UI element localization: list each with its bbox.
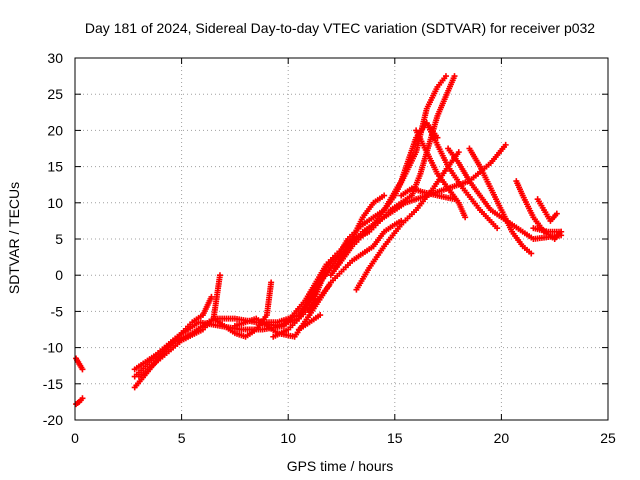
data-point — [398, 217, 405, 224]
y-tick-label: -5 — [51, 303, 64, 319]
data-point — [455, 149, 462, 156]
data-markers — [73, 73, 565, 408]
series-trace-s — [423, 120, 501, 232]
data-point — [553, 210, 560, 217]
x-axis-label: GPS time / hours — [287, 458, 394, 474]
data-point — [208, 293, 215, 300]
y-tick-label: 10 — [47, 195, 63, 211]
series-trace-k — [295, 312, 324, 333]
series-trace-x — [530, 225, 565, 235]
data-point — [558, 228, 565, 235]
series-trace-q — [398, 185, 458, 203]
data-point — [494, 225, 501, 232]
axis-ticks: 0 5 10 15 20 25 -20 -15 -10 -5 0 5 10 15 20 25 30 — [43, 50, 616, 446]
x-tick-label: 0 — [71, 430, 79, 446]
data-point — [528, 250, 535, 257]
y-tick-label: 15 — [47, 159, 63, 175]
y-axis-label: SDTVAR / TECUs — [6, 182, 22, 294]
series-trace-b — [73, 395, 86, 408]
data-point — [216, 272, 223, 279]
series-trace-w — [534, 196, 560, 224]
series-trace-u — [466, 145, 535, 257]
y-tick-label: -10 — [43, 340, 63, 356]
series-trace-p — [370, 217, 405, 250]
data-point — [462, 214, 469, 221]
x-tick-label: 15 — [387, 430, 403, 446]
y-tick-label: 0 — [55, 267, 63, 283]
data-point — [502, 141, 509, 148]
y-tick-label: 25 — [47, 86, 63, 102]
grid-lines — [75, 58, 608, 420]
series-trace-n — [332, 192, 388, 271]
y-tick-label: -15 — [43, 376, 63, 392]
data-point — [79, 395, 86, 402]
y-tick-label: 20 — [47, 122, 63, 138]
y-tick-label: 30 — [47, 50, 63, 66]
data-point — [442, 73, 449, 80]
series-trace-g — [210, 279, 275, 340]
chart-title: Day 181 of 2024, Sidereal Day-to-day VTE… — [85, 20, 595, 36]
series-trace-r — [413, 127, 469, 221]
x-tick-label: 5 — [178, 430, 186, 446]
x-tick-label: 25 — [600, 430, 616, 446]
x-tick-label: 20 — [494, 430, 510, 446]
data-point — [451, 73, 458, 80]
data-point — [79, 366, 86, 373]
data-point — [317, 312, 324, 319]
y-tick-label: -20 — [43, 412, 63, 428]
data-point — [325, 283, 332, 290]
y-tick-label: 5 — [55, 231, 63, 247]
x-tick-label: 10 — [280, 430, 296, 446]
data-point — [268, 279, 275, 286]
data-point — [381, 192, 388, 199]
